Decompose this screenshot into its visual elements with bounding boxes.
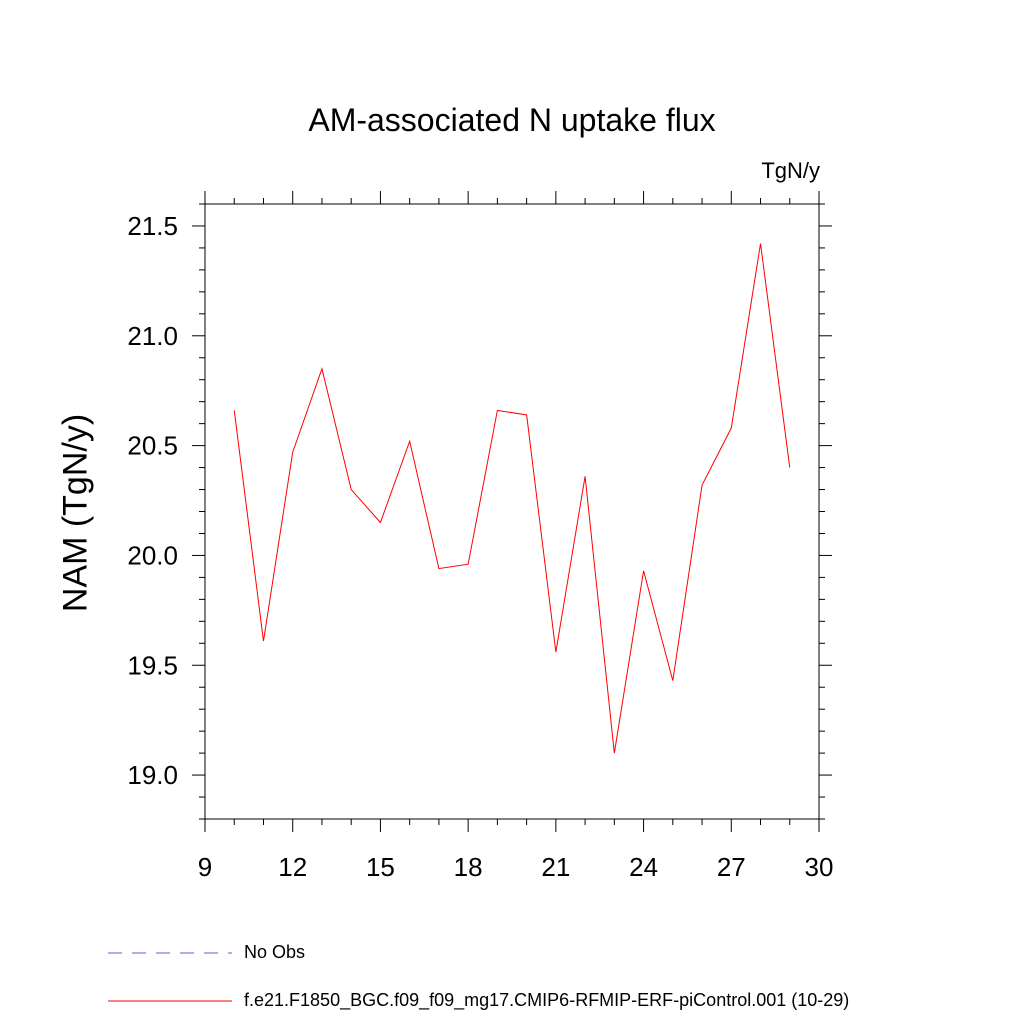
data-point: [497, 410, 498, 411]
data-point: [438, 568, 439, 569]
data-point: [468, 564, 469, 565]
data-point: [585, 476, 586, 477]
y-tick-label: 19.5: [127, 650, 178, 680]
data-point: [380, 522, 381, 523]
plot-frame: [204, 203, 820, 820]
x-tick-label: 9: [198, 852, 212, 882]
x-tick-label: 12: [278, 852, 307, 882]
data-point: [409, 441, 410, 442]
y-axis-label: NAM (TgN/y): [56, 413, 95, 613]
chart-title: AM-associated N uptake flux: [308, 102, 716, 138]
data-point: [321, 368, 322, 369]
data-point: [702, 485, 703, 486]
series-line: [233, 243, 791, 754]
y-tick-label: 21.0: [127, 321, 178, 351]
data-point: [789, 467, 790, 468]
x-tick-label: 24: [629, 852, 658, 882]
x-tick-label: 15: [366, 852, 395, 882]
y-tick-label: 20.0: [127, 540, 178, 570]
x-tick-label: 30: [805, 852, 834, 882]
x-tick-label: 18: [454, 852, 483, 882]
data-point: [526, 414, 527, 415]
legend-label-obs: No Obs: [244, 942, 306, 962]
data-point: [292, 452, 293, 453]
y-tick-label: 21.5: [127, 211, 178, 241]
data-point: [760, 243, 761, 244]
data-point: [351, 489, 352, 490]
data-point: [731, 428, 732, 429]
y-tick-label: 19.0: [127, 760, 178, 790]
data-point: [234, 410, 235, 411]
y-tick-label: 20.5: [127, 431, 178, 461]
data-point: [614, 753, 615, 754]
data-point: [643, 570, 644, 571]
units-label: TgN/y: [761, 158, 820, 183]
data-point: [672, 680, 673, 681]
data-point: [555, 652, 556, 653]
x-tick-label: 21: [541, 852, 570, 882]
data-point: [263, 641, 264, 642]
legend-label-model: f.e21.F1850_BGC.f09_f09_mg17.CMIP6-RFMIP…: [244, 990, 850, 1010]
x-tick-label: 27: [717, 852, 746, 882]
